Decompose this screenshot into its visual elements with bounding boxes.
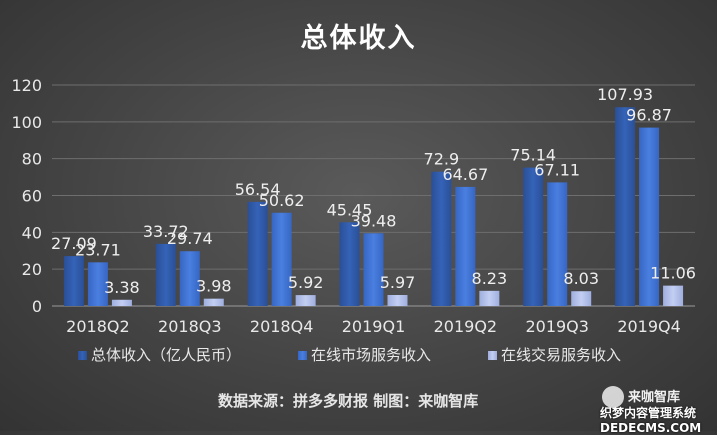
data-label: 3.98 bbox=[196, 277, 232, 296]
legend-label: 总体收入（亿人民币） bbox=[91, 346, 241, 364]
legend-item: 在线交易服务收入 bbox=[488, 346, 621, 364]
y-tick-label: 60 bbox=[22, 187, 42, 206]
data-label: 75.14 bbox=[510, 146, 556, 165]
bar bbox=[87, 262, 108, 306]
legend-label: 在线交易服务收入 bbox=[501, 346, 621, 364]
watermark-bottom-text: 织梦内容管理系统 DEDECMS.COM bbox=[600, 406, 702, 435]
data-label: 64.67 bbox=[442, 165, 488, 184]
chart-title: 总体收入 bbox=[300, 23, 417, 54]
bar bbox=[615, 107, 636, 307]
data-label: 56.54 bbox=[235, 180, 281, 199]
bar bbox=[339, 222, 360, 306]
x-tick-label: 2019Q4 bbox=[617, 317, 681, 336]
bar bbox=[431, 171, 452, 306]
y-tick-label: 40 bbox=[22, 223, 42, 242]
data-label: 23.71 bbox=[75, 240, 121, 259]
bar bbox=[663, 285, 684, 306]
source-note: 数据来源：拼多多财报 制图：来咖智库 bbox=[218, 392, 479, 410]
bar bbox=[247, 201, 268, 306]
data-label: 72.9 bbox=[424, 150, 460, 169]
x-tick-label: 2019Q2 bbox=[434, 317, 498, 336]
data-label: 67.11 bbox=[534, 160, 580, 179]
bar bbox=[155, 243, 176, 306]
data-label: 39.48 bbox=[351, 211, 397, 230]
y-tick-label: 0 bbox=[32, 297, 42, 316]
y-tick-label: 20 bbox=[22, 260, 42, 279]
data-label: 45.45 bbox=[327, 200, 373, 219]
data-label: 8.23 bbox=[472, 269, 508, 288]
wechat-icon bbox=[602, 386, 624, 408]
x-tick-label: 2019Q1 bbox=[342, 317, 406, 336]
data-label: 11.06 bbox=[650, 264, 696, 283]
data-label: 29.74 bbox=[167, 229, 213, 248]
y-tick-label: 120 bbox=[11, 76, 42, 95]
bar bbox=[639, 127, 660, 306]
legend-swatch bbox=[78, 351, 87, 360]
bar bbox=[179, 251, 200, 306]
data-label: 107.93 bbox=[597, 85, 653, 104]
bar bbox=[63, 256, 84, 306]
legend-swatch bbox=[488, 351, 497, 360]
data-label: 5.92 bbox=[288, 273, 324, 292]
data-label: 5.97 bbox=[380, 273, 416, 292]
data-label: 8.03 bbox=[563, 269, 599, 288]
bar bbox=[271, 212, 292, 306]
bar bbox=[455, 186, 476, 306]
y-tick-label: 80 bbox=[22, 150, 42, 169]
data-label: 3.38 bbox=[104, 278, 140, 297]
x-tick-label: 2018Q4 bbox=[250, 317, 314, 336]
legend-item: 在线市场服务收入 bbox=[298, 346, 431, 364]
watermark-top-text: 来咖智库 bbox=[628, 390, 681, 405]
data-label: 96.87 bbox=[626, 106, 672, 125]
data-label: 50.62 bbox=[259, 191, 305, 210]
bar bbox=[571, 291, 592, 306]
y-tick-label: 100 bbox=[11, 113, 42, 132]
legend-swatch bbox=[298, 351, 307, 360]
legend-item: 总体收入（亿人民币） bbox=[78, 346, 241, 364]
data-label: 27.09 bbox=[51, 234, 97, 253]
bar bbox=[203, 298, 224, 306]
bar bbox=[523, 167, 544, 306]
legend-label: 在线市场服务收入 bbox=[311, 346, 431, 364]
bar bbox=[363, 233, 384, 306]
x-tick-label: 2018Q3 bbox=[158, 317, 222, 336]
bar bbox=[387, 295, 408, 306]
bar bbox=[547, 182, 568, 306]
bar bbox=[479, 290, 500, 306]
data-label: 33.72 bbox=[143, 222, 189, 241]
x-tick-label: 2018Q2 bbox=[66, 317, 130, 336]
bar bbox=[111, 299, 132, 306]
x-tick-label: 2019Q3 bbox=[525, 317, 589, 336]
bar bbox=[295, 295, 316, 306]
